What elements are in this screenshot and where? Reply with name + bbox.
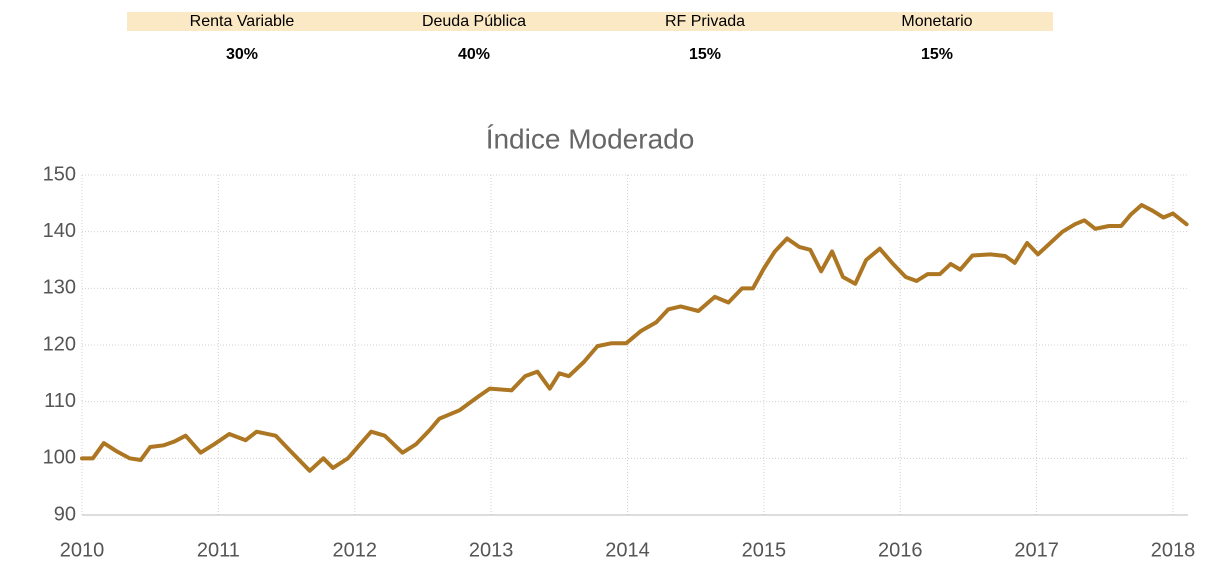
- x-tick-label: 2014: [605, 539, 650, 561]
- asset-name: RF Privada: [665, 13, 745, 30]
- x-tick-label: 2018: [1151, 539, 1196, 561]
- x-tick-label: 2013: [469, 539, 514, 561]
- y-tick-label: 130: [43, 277, 76, 299]
- y-tick-label: 100: [43, 447, 76, 469]
- x-tick-label: 2010: [60, 539, 105, 561]
- asset-name: Deuda Pública: [422, 13, 526, 30]
- x-tick-label: 2011: [197, 539, 240, 561]
- asset-weight: 30%: [226, 46, 258, 63]
- y-tick-label: 110: [44, 390, 76, 412]
- x-tick-label: 2017: [1014, 539, 1059, 561]
- x-tick-label: 2016: [878, 539, 923, 561]
- asset-weight: 40%: [458, 46, 490, 63]
- y-tick-label: 150: [43, 163, 76, 185]
- x-tick-label: 2012: [332, 539, 377, 561]
- header-band: [127, 12, 1053, 31]
- chart-title: Índice Moderado: [486, 123, 695, 154]
- y-tick-label: 90: [54, 503, 76, 525]
- y-tick-label: 120: [43, 333, 76, 355]
- x-tick-label: 2015: [742, 539, 787, 561]
- asset-weight: 15%: [689, 46, 721, 63]
- asset-name: Monetario: [901, 13, 972, 30]
- data-line: [80, 203, 1189, 473]
- asset-weight: 15%: [921, 46, 953, 63]
- asset-name: Renta Variable: [190, 13, 295, 30]
- y-tick-label: 140: [43, 220, 76, 242]
